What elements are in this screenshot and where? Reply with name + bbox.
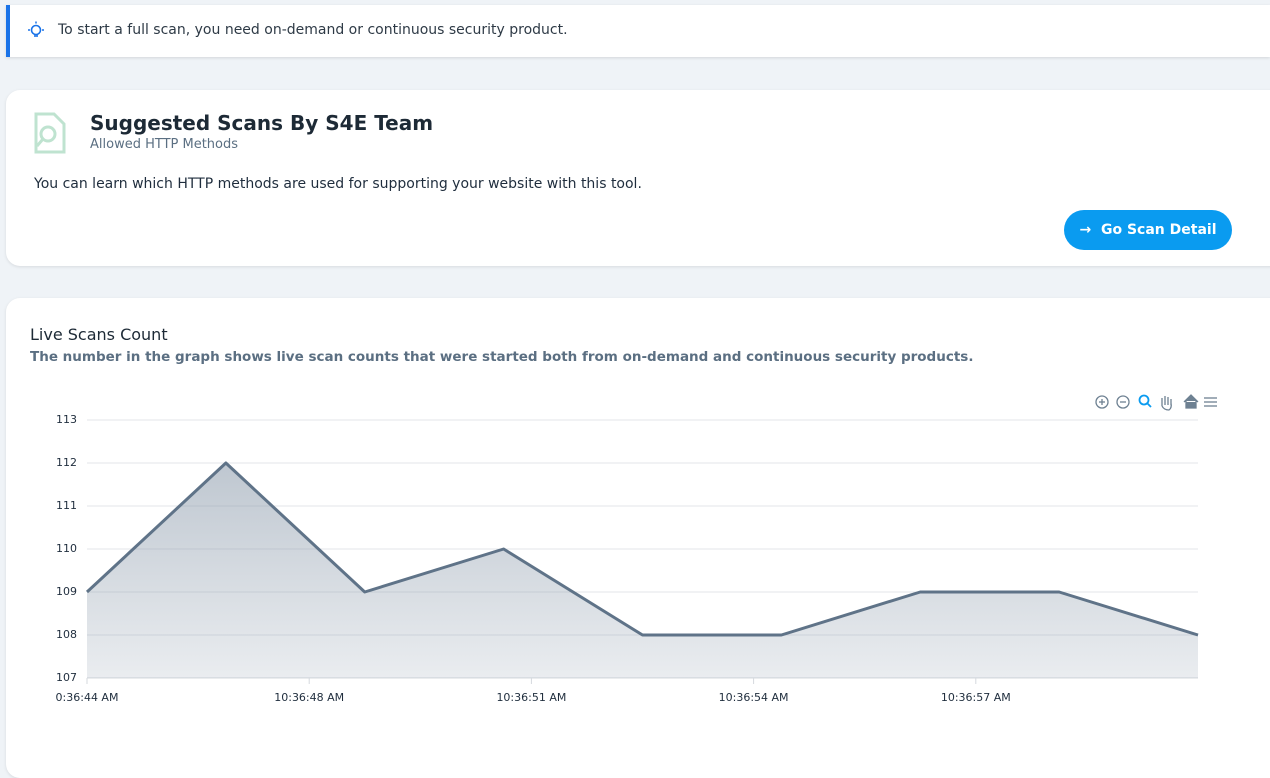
zoom-in-button[interactable] bbox=[1095, 395, 1109, 409]
x-tick-label: 10:36:57 AM bbox=[941, 691, 1011, 704]
y-tick-label: 111 bbox=[56, 499, 77, 512]
y-tick-label: 112 bbox=[56, 456, 77, 469]
chart-card: Live Scans Count The number in the graph… bbox=[6, 298, 1270, 778]
y-tick-label: 107 bbox=[56, 671, 77, 684]
arrow-icon: → bbox=[1079, 222, 1101, 238]
chart-subtitle: The number in the graph shows live scan … bbox=[30, 349, 974, 365]
reset-button[interactable] bbox=[1183, 394, 1199, 409]
banner-text: To start a full scan, you need on-demand… bbox=[58, 22, 568, 38]
info-banner: To start a full scan, you need on-demand… bbox=[6, 5, 1270, 57]
pan-button[interactable] bbox=[1161, 396, 1172, 411]
zoom-select-button[interactable] bbox=[1138, 394, 1152, 408]
chart: 107 108 109 110 111 112 113 0:36:44 AM 10:36:48 … bbox=[56, 394, 1217, 704]
y-tick-label: 113 bbox=[56, 413, 77, 426]
page: To start a full scan, you need on-demand… bbox=[6, 5, 1270, 778]
button-label: Go Scan Detail bbox=[1100, 222, 1217, 238]
chart-title: Live Scans Count bbox=[30, 325, 168, 344]
x-tick-label: 10:36:54 AM bbox=[719, 691, 789, 704]
y-tick-label: 110 bbox=[56, 542, 77, 555]
toolbar bbox=[1095, 394, 1217, 411]
line bbox=[85, 461, 1199, 637]
go-scan-button[interactable]: → Go Scan Detail bbox=[1064, 210, 1232, 250]
suggested-card: Suggested Scans By S4E Team Allowed HTTP… bbox=[6, 90, 1270, 266]
zoom-out-button[interactable] bbox=[1116, 395, 1130, 409]
x-tick-label: 10:36:51 AM bbox=[496, 691, 566, 704]
card-subtitle: Allowed HTTP Methods bbox=[90, 137, 239, 152]
menu-button[interactable] bbox=[1204, 397, 1217, 407]
card-description: You can learn which HTTP methods are use… bbox=[34, 176, 642, 192]
card-title: Suggested Scans By S4E Team bbox=[90, 111, 434, 135]
area bbox=[87, 463, 1198, 678]
bulb-icon bbox=[28, 21, 44, 37]
y-tick-label: 109 bbox=[56, 585, 77, 598]
scan-icon bbox=[34, 112, 66, 154]
x-tick-label: 0:36:44 AM bbox=[56, 691, 119, 704]
x-tick-label: 10:36:48 AM bbox=[274, 691, 344, 704]
y-tick-label: 108 bbox=[56, 628, 77, 641]
